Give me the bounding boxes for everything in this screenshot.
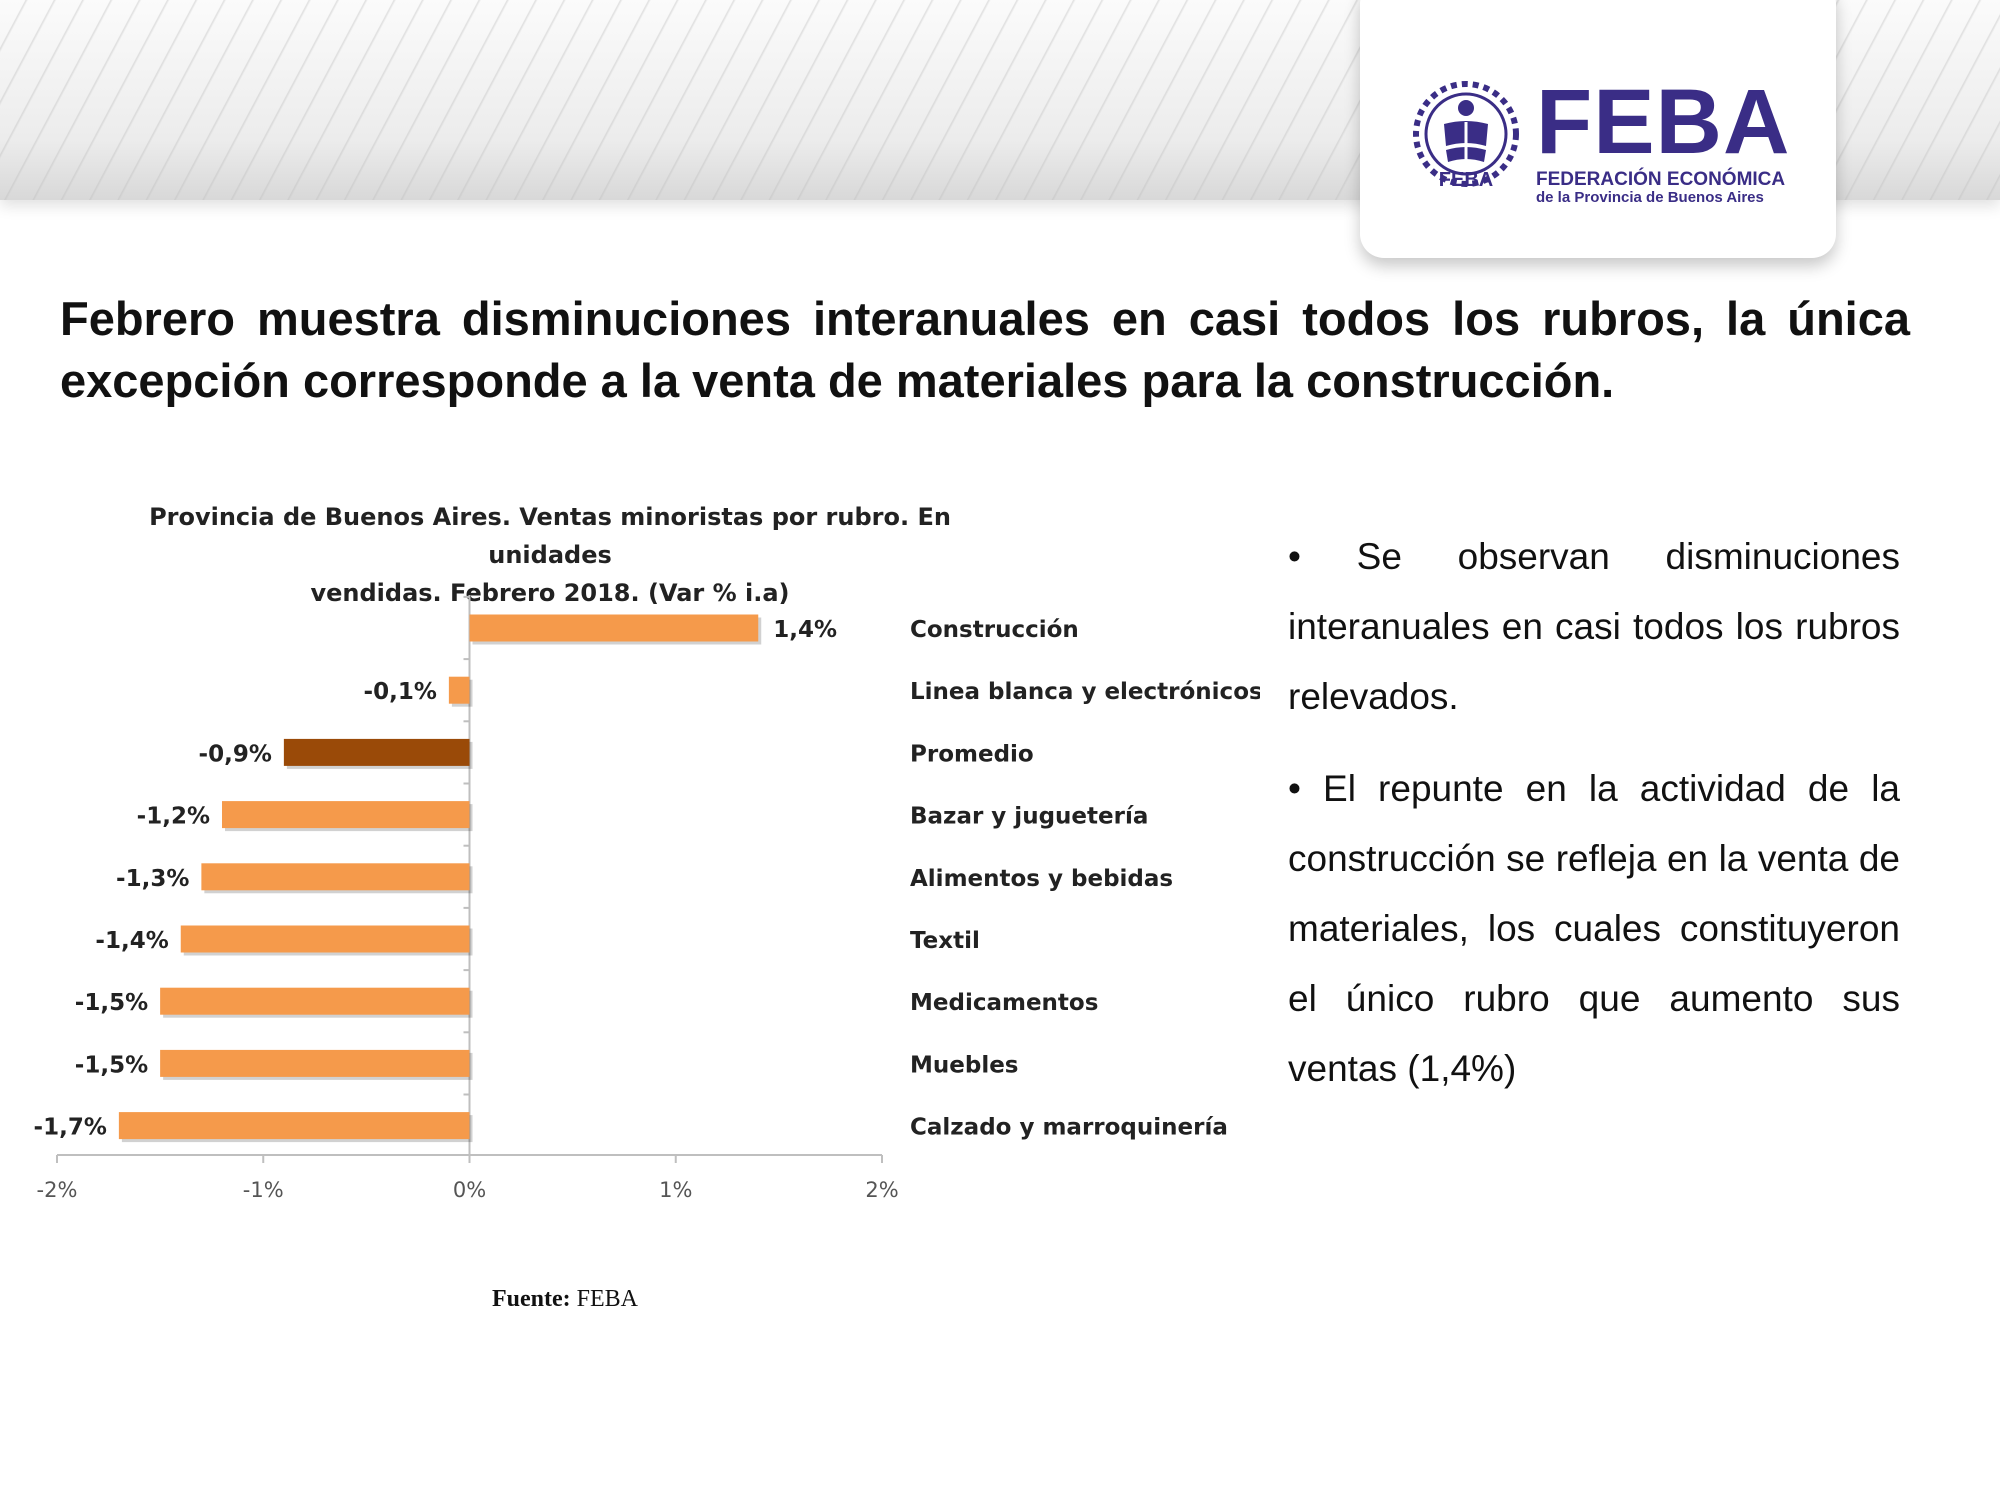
data-label: -0,9% — [199, 741, 272, 767]
bar — [448, 676, 470, 704]
category-label: Linea blanca y electrónicos — [910, 679, 1260, 705]
data-label: -1,3% — [116, 866, 189, 892]
bar — [160, 1049, 470, 1077]
bar — [469, 614, 759, 642]
data-label: -1,2% — [137, 804, 210, 830]
bar — [283, 738, 470, 766]
logo-name: FEBA — [1536, 71, 1791, 173]
feba-emblem-logo: FEBA — [1413, 81, 1519, 191]
category-label: Bazar y juguetería — [910, 804, 1148, 830]
x-tick-label: 0% — [453, 1178, 486, 1202]
bar — [201, 863, 470, 891]
svg-text:FEBA: FEBA — [1439, 169, 1493, 191]
x-tick-label: 2% — [865, 1178, 898, 1202]
category-label: Muebles — [910, 1052, 1019, 1078]
category-label: Medicamentos — [910, 990, 1098, 1016]
bar — [222, 801, 470, 829]
category-label: Promedio — [910, 741, 1034, 767]
logo-subtitle-2: de la Provincia de Buenos Aires — [1536, 189, 1764, 206]
x-tick-label: -2% — [37, 1178, 78, 1202]
data-label: 1,4% — [773, 617, 837, 643]
bar-chart: -2% -1% 0% 1% 2% 1,4% Construcción -0,1% Linea b… — [34, 595, 1260, 1202]
data-label: -1,4% — [95, 928, 168, 954]
chart-title-line-1: Provincia de Buenos Aires. Ventas minori… — [149, 503, 951, 569]
bar — [118, 1112, 470, 1140]
category-label: Alimentos y bebidas — [910, 866, 1173, 892]
data-label: -1,5% — [75, 990, 148, 1016]
source-label: Fuente: — [492, 1286, 571, 1312]
data-label: -1,7% — [34, 1115, 107, 1141]
logo-wordmark: FEBA FEDERACIÓN ECONÓMICA de la Provinci… — [1536, 71, 1791, 206]
source-value: FEBA — [576, 1286, 639, 1312]
chart-title-line-2: vendidas. Febrero 2018. (Var % i.a) — [310, 579, 790, 607]
page-headline: Febrero muestra disminuciones interanual… — [60, 292, 1910, 407]
bullet-list: • Se observan disminuciones interanuales… — [1288, 522, 1900, 1126]
bullet-item-2: • El repunte en la actividad de la const… — [1288, 768, 1900, 1089]
category-label: Construcción — [910, 617, 1079, 643]
bar — [180, 925, 470, 953]
logo-card: FEBA FEBA FEDERACIÓN ECONÓMICA de la Pro… — [1360, 0, 1836, 258]
category-label: Calzado y marroquinería — [910, 1115, 1228, 1141]
bar — [160, 987, 470, 1015]
chart-title: Provincia de Buenos Aires. Ventas minori… — [100, 498, 1000, 612]
data-label: -0,1% — [364, 679, 437, 705]
source-note: Fuente: FEBA — [492, 1286, 638, 1313]
bullet-item-1: • Se observan disminuciones interanuales… — [1288, 536, 1900, 717]
category-label: Textil — [910, 928, 980, 954]
data-label: -1,5% — [75, 1052, 148, 1078]
x-tick-label: -1% — [243, 1178, 284, 1202]
x-tick-label: 1% — [659, 1178, 692, 1202]
logo-subtitle-1: FEDERACIÓN ECONÓMICA — [1536, 169, 1786, 190]
